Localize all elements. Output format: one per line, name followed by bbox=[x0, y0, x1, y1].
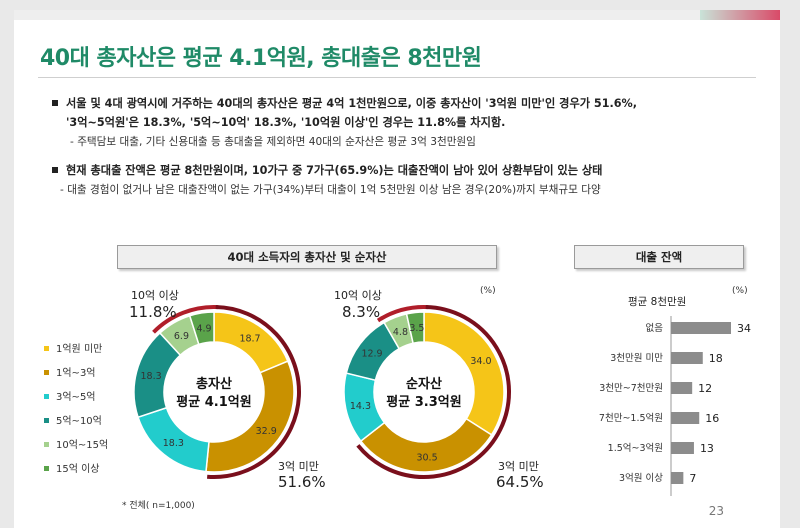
donut-value-label: 4.9 bbox=[196, 323, 211, 334]
donut-center-label: 평균 3.3억원 bbox=[386, 394, 461, 410]
donut2-top-value: 8.3% bbox=[342, 303, 381, 321]
bar bbox=[671, 352, 703, 364]
donut-value-label: 6.9 bbox=[174, 331, 189, 342]
donut2-bottom-label: 3억 미만 bbox=[498, 460, 539, 473]
donut-center-label: 평균 4.1억원 bbox=[176, 394, 251, 410]
bar-value-label: 13 bbox=[700, 442, 714, 455]
bar-value-label: 16 bbox=[705, 412, 719, 425]
highlight-arc-top bbox=[152, 305, 219, 334]
donut-slice-6 bbox=[405, 311, 425, 345]
top-bar bbox=[14, 10, 780, 20]
legend-label: 5억~10억 bbox=[56, 416, 102, 427]
bullet-1-cont: '3억~5억원'은 18.3%, '5억~10억' 18.3%, '10억원 이… bbox=[66, 116, 506, 129]
highlight-arc-bottom bbox=[207, 305, 301, 479]
bar-category-label: 3억원 이상 bbox=[619, 472, 663, 484]
donut2-bottom-value: 64.5% bbox=[496, 473, 544, 491]
legend-item: 10억~15억 bbox=[44, 436, 108, 460]
legend-item: 1억원 미만 bbox=[44, 340, 108, 364]
legend-swatch bbox=[44, 393, 49, 399]
donut-center-label: 총자산 bbox=[196, 376, 232, 392]
sub-bullet-2: - 대출 경험이 없거나 남은 대출잔액이 없는 가구(34%)부터 대출이 1… bbox=[60, 184, 601, 196]
bar-value-label: 34 bbox=[737, 322, 751, 335]
donut-slice-1 bbox=[423, 311, 505, 436]
footnote: * 전체( n=1,000) bbox=[122, 501, 195, 511]
donut-value-label: 3.5 bbox=[409, 323, 424, 334]
donut-value-label: 32.9 bbox=[256, 426, 277, 437]
donut1-bottom-label: 3억 미만 bbox=[278, 460, 319, 473]
donut-value-label: 34.0 bbox=[470, 356, 491, 367]
donut1-top-label: 10억 이상 bbox=[131, 289, 179, 302]
bar-chart-title: 평균 8천만원 bbox=[628, 296, 687, 308]
donut-slice-2 bbox=[205, 360, 295, 473]
header-loan: 대출 잔액 bbox=[574, 245, 744, 269]
donut-value-label: 18.3 bbox=[141, 371, 162, 382]
bar bbox=[671, 442, 694, 454]
donut-slice-6 bbox=[188, 311, 215, 346]
page-title: 40대 총자산은 평균 4.1억원, 총대출은 8천만원 bbox=[40, 46, 482, 71]
donut1-bottom-value: 51.6% bbox=[278, 473, 326, 491]
bullet-1-text: 서울 및 4대 광역시에 거주하는 40대의 총자산은 평균 4억 1천만원으로… bbox=[66, 97, 637, 110]
donut-value-label: 30.5 bbox=[416, 452, 437, 463]
legend-swatch bbox=[44, 465, 49, 471]
bar bbox=[671, 412, 700, 424]
legend-item: 1억~3억 bbox=[44, 364, 108, 388]
highlight-arc-bottom bbox=[356, 305, 511, 479]
slide: 40대 총자산은 평균 4.1억원, 총대출은 8천만원 서울 및 4대 광역시… bbox=[14, 10, 780, 528]
accent-bar bbox=[700, 10, 780, 20]
legend-item: 5억~10억 bbox=[44, 412, 108, 436]
bullet-square-icon bbox=[52, 100, 58, 106]
header-assets: 40대 소득자의 총자산 및 순자산 bbox=[117, 245, 497, 269]
donut-center-label: 순자산 bbox=[406, 376, 442, 392]
legend-swatch bbox=[44, 441, 49, 447]
legend-swatch bbox=[44, 369, 49, 375]
legend-label: 10억~15억 bbox=[56, 440, 109, 451]
bar-value-label: 7 bbox=[689, 472, 696, 485]
donut-value-label: 18.3 bbox=[163, 438, 184, 449]
bullet-1: 서울 및 4대 광역시에 거주하는 40대의 총자산은 평균 4억 1천만원으로… bbox=[52, 95, 637, 111]
donut1-top-value: 11.8% bbox=[129, 303, 177, 321]
highlight-arc-top bbox=[376, 305, 429, 323]
bullet-2: 현재 총대출 잔액은 평균 8천만원이며, 10가구 중 7가구(65.9%)는… bbox=[52, 162, 602, 178]
bar bbox=[671, 382, 693, 394]
bar-chart-loan-balance: 없음 34 3천만원 미만 18 3천만~7천만원 12 7천만~1.5억원 16 1.5억~3… bbox=[599, 316, 751, 496]
bar-category-label: 3천만원 미만 bbox=[610, 353, 663, 364]
donut-value-label: 12.9 bbox=[361, 348, 382, 359]
unit-label-bar: (%) bbox=[732, 286, 748, 296]
page-number: 23 bbox=[708, 504, 724, 518]
bar-category-label: 1.5억~3억원 bbox=[608, 442, 663, 454]
bar-value-label: 18 bbox=[709, 352, 723, 365]
legend-label: 1억~3억 bbox=[56, 368, 96, 379]
legend-swatch bbox=[44, 345, 49, 351]
title-divider bbox=[38, 77, 756, 78]
bullet-square-icon bbox=[52, 167, 58, 173]
legend-label: 1억원 미만 bbox=[56, 344, 103, 355]
donut2-top-label: 10억 이상 bbox=[334, 289, 382, 302]
donut-value-label: 4.8 bbox=[393, 327, 408, 338]
legend: 1억원 미만 1억~3억 3억~5억 5억~10억 10억~15억 15억 이상 bbox=[44, 340, 108, 484]
bar-category-label: 7천만~1.5억원 bbox=[599, 412, 663, 424]
legend-item: 15억 이상 bbox=[44, 460, 108, 484]
bullet-2-text: 현재 총대출 잔액은 평균 8천만원이며, 10가구 중 7가구(65.9%)는… bbox=[66, 164, 603, 177]
bar bbox=[671, 472, 684, 484]
legend-label: 15억 이상 bbox=[56, 464, 100, 475]
bar bbox=[671, 322, 731, 334]
donut-value-label: 14.3 bbox=[350, 401, 371, 412]
sub-bullet-1: - 주택담보 대출, 기타 신용대출 등 총대출을 제외하면 40대의 순자산은… bbox=[70, 136, 476, 148]
donut-value-label: 18.7 bbox=[239, 333, 260, 344]
bar-category-label: 3천만~7천만원 bbox=[599, 383, 663, 394]
unit-label-donut: (%) bbox=[480, 286, 496, 296]
legend-label: 3억~5억 bbox=[56, 392, 96, 403]
legend-item: 3억~5억 bbox=[44, 388, 108, 412]
bar-value-label: 12 bbox=[698, 382, 712, 395]
bar-category-label: 없음 bbox=[646, 322, 664, 334]
legend-swatch bbox=[44, 417, 49, 423]
